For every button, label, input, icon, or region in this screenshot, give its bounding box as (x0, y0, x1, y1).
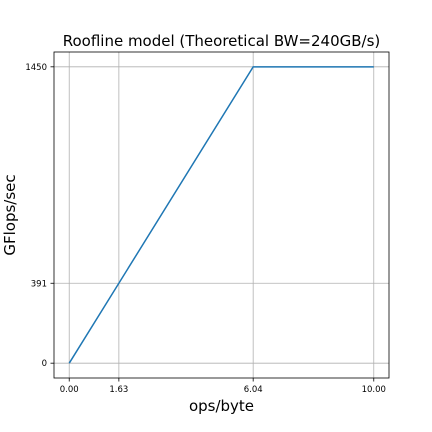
chart-title: Roofline model (Theoretical BW=240GB/s) (63, 32, 381, 50)
y-axis-label: GFlops/sec (1, 174, 19, 255)
x-axis-label: ops/byte (189, 397, 254, 415)
x-tick-label-0: 0.00 (60, 385, 79, 395)
y-tick-label-2: 1450 (25, 63, 47, 73)
plot-background (54, 52, 389, 378)
x-tick-label-2: 6.04 (244, 385, 263, 395)
y-tick-label-0: 0 (42, 359, 47, 369)
x-tick-label-3: 10.00 (362, 385, 386, 395)
x-tick-label-1: 1.63 (109, 385, 128, 395)
y-tick-label-1: 391 (31, 279, 47, 289)
